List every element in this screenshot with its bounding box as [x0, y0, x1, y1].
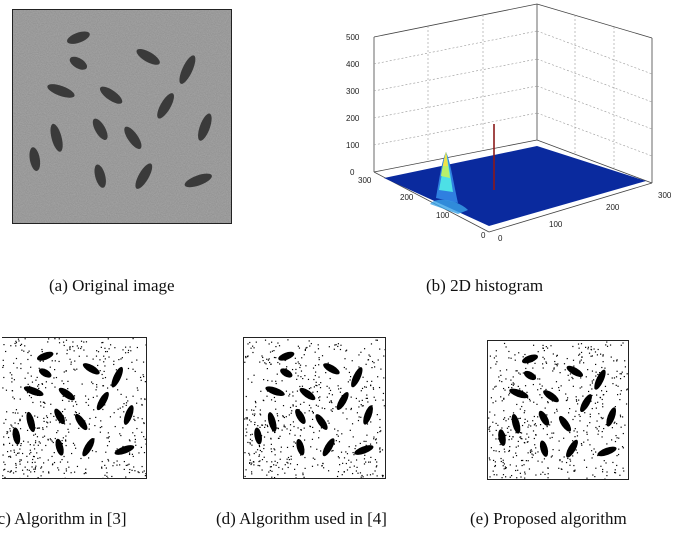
right-axis-ticks: 0 100 200 300 — [498, 191, 672, 243]
segmented-graphic-e — [488, 341, 628, 479]
svg-text:0: 0 — [481, 231, 486, 240]
svg-text:300: 300 — [346, 87, 360, 96]
svg-text:0: 0 — [350, 168, 355, 177]
svg-text:0: 0 — [498, 234, 503, 243]
left-axis-ticks: 0 100 200 300 — [358, 176, 486, 240]
caption-algorithm-4: (d) Algorithm used in [4] — [216, 509, 387, 528]
caption-2d-histogram: (b) 2D histogram — [426, 276, 544, 295]
svg-text:400: 400 — [346, 60, 360, 69]
segmented-graphic-d — [244, 339, 385, 478]
segmented-graphic-c — [2, 338, 146, 478]
histogram-plane — [384, 146, 646, 226]
svg-text:200: 200 — [400, 193, 414, 202]
svg-text:200: 200 — [346, 114, 360, 123]
svg-text:500: 500 — [346, 33, 360, 42]
caption-algorithm-3: (c) Algorithm in [3] — [0, 509, 127, 528]
segmented-image-proposed — [487, 340, 629, 480]
caption-proposed-algorithm: (e) Proposed algorithm — [470, 509, 627, 528]
svg-text:100: 100 — [549, 220, 563, 229]
caption-original-image: (a) Original image — [49, 276, 175, 295]
svg-text:100: 100 — [436, 211, 450, 220]
histogram-grid — [373, 15, 653, 168]
histogram-peak — [430, 152, 468, 214]
histogram-axes — [373, 3, 653, 233]
svg-text:300: 300 — [658, 191, 672, 200]
segmented-image-algorithm-4 — [243, 337, 386, 479]
original-image-graphic — [13, 10, 231, 223]
segmented-image-algorithm-3 — [2, 337, 147, 479]
svg-text:300: 300 — [358, 176, 372, 185]
svg-text:100: 100 — [346, 141, 360, 150]
histogram-3d-plot: 0 100 200 300 400 500 0 100 200 300 0 10… — [346, 3, 672, 243]
z-axis-ticks: 0 100 200 300 400 500 — [346, 33, 360, 177]
svg-text:200: 200 — [606, 203, 620, 212]
original-microscopy-image — [12, 9, 232, 224]
